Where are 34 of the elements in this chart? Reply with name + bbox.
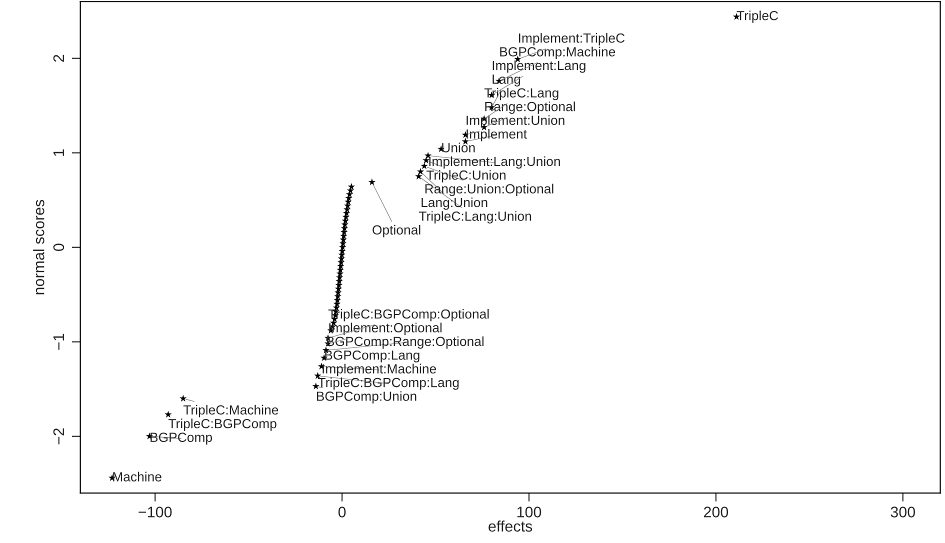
y-tick-label: 1	[53, 149, 64, 156]
annotation: TripleC:Machine	[183, 404, 278, 418]
annotation: Lang:Union	[422, 197, 488, 210]
annotation: TripleC:Union	[426, 170, 506, 182]
annotation: TripleC:BGPComp	[168, 418, 276, 431]
annotation: BGPComp	[150, 432, 212, 445]
annotation: Range:Optional	[485, 102, 575, 114]
x-tick-label: 100	[517, 506, 542, 518]
annotation: Union	[442, 142, 475, 152]
annotation: Implement:Union	[466, 115, 564, 128]
y-axis-title: normal scores	[33, 200, 44, 294]
y-tick-label: 2	[53, 54, 64, 62]
annotation: TripleC	[736, 10, 778, 23]
annotation: Machine	[113, 472, 162, 482]
y-tick-label: −2	[53, 428, 64, 444]
x-tick-label: −100	[138, 506, 172, 518]
annotation: TripleC:Lang:Union	[418, 211, 532, 224]
annotation: Optional	[372, 224, 420, 238]
x-tick-label: 200	[704, 506, 728, 518]
annotation: Implement:Lang	[492, 60, 586, 73]
annotation: BGPComp:Machine	[500, 46, 616, 60]
annotation: BGPComp:Lang	[325, 350, 420, 362]
annotation: TripleC:BGPComp:Lang	[318, 378, 459, 390]
annotation: BGPComp:Union	[316, 391, 416, 404]
annotation: Implement:Lang:Union	[429, 156, 560, 169]
annotation: Implement:Machine	[322, 364, 436, 376]
annotation: Implement:TripleC	[518, 33, 625, 46]
annotation: Implement	[466, 128, 527, 142]
x-tick-label: 300	[890, 506, 916, 518]
annotation: Range:Union:Optional	[425, 184, 554, 196]
x-tick-label: 0	[338, 506, 346, 518]
y-tick-label: −1	[53, 334, 64, 350]
x-axis-title: effects	[488, 520, 532, 532]
y-tick-label: 0	[53, 244, 64, 251]
